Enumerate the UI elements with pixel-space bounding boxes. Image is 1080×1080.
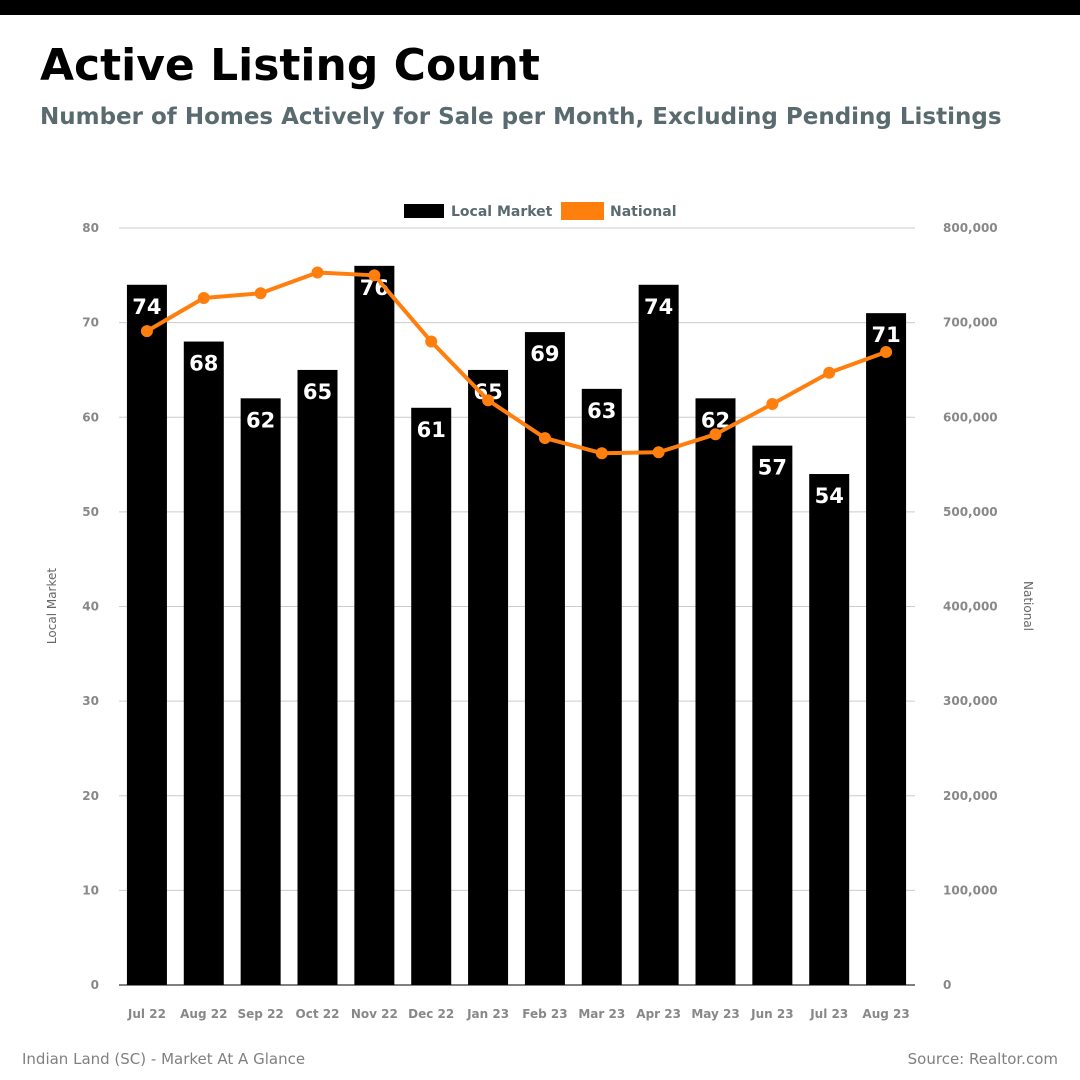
bar xyxy=(411,407,452,986)
x-tick-label: Jul 22 xyxy=(127,1007,166,1021)
page-title: Active Listing Count xyxy=(40,40,540,91)
bar xyxy=(695,398,736,985)
right-tick-label: 300,000 xyxy=(943,694,998,708)
right-tick-label: 0 xyxy=(943,978,951,992)
x-tick-label: May 23 xyxy=(691,1007,739,1021)
legend: Local Market National xyxy=(404,202,677,220)
national-point xyxy=(823,366,836,379)
left-tick-label: 20 xyxy=(82,789,99,803)
bar xyxy=(468,369,509,985)
national-point xyxy=(311,266,324,279)
bar xyxy=(866,313,907,986)
left-tick-label: 50 xyxy=(82,505,99,519)
national-point xyxy=(766,398,779,411)
x-tick-label: Sep 22 xyxy=(238,1007,284,1021)
right-tick-label: 100,000 xyxy=(943,883,998,897)
x-tick-label: Feb 23 xyxy=(522,1007,567,1021)
right-tick-label: 400,000 xyxy=(943,600,998,614)
bar-series-local-market xyxy=(126,265,907,986)
bar-value-label: 74 xyxy=(644,295,673,319)
right-tick-label: 200,000 xyxy=(943,789,998,803)
national-point xyxy=(538,432,551,445)
bar-value-label: 63 xyxy=(587,399,616,423)
bar xyxy=(581,388,622,985)
left-tick-label: 0 xyxy=(91,978,99,992)
national-point xyxy=(482,394,495,407)
left-tick-label: 70 xyxy=(82,316,99,330)
left-axis-ticks: 0 10 20 30 40 50 60 70 80 xyxy=(82,221,99,992)
x-axis-ticks: Jul 22 Aug 22 Sep 22 Oct 22 Nov 22 Dec 22 Jan … xyxy=(127,1007,910,1021)
bar-value-label: 61 xyxy=(417,418,446,442)
bar xyxy=(126,284,167,985)
left-tick-label: 30 xyxy=(82,694,99,708)
bar-value-label: 57 xyxy=(758,456,787,480)
bar xyxy=(638,284,679,985)
right-tick-label: 500,000 xyxy=(943,505,998,519)
national-point xyxy=(254,287,267,300)
x-tick-label: Nov 22 xyxy=(351,1007,398,1021)
bar xyxy=(354,265,395,986)
legend-swatch-local-market xyxy=(404,204,444,218)
national-point xyxy=(595,447,608,460)
left-axis-title: Local Market xyxy=(45,568,59,644)
bar-value-label: 54 xyxy=(815,484,844,508)
left-tick-label: 80 xyxy=(82,221,99,235)
x-tick-label: Jun 23 xyxy=(750,1007,793,1021)
x-tick-label: Aug 23 xyxy=(862,1007,909,1021)
legend-swatch-national xyxy=(561,202,604,220)
left-tick-label: 40 xyxy=(82,600,99,614)
national-point xyxy=(652,446,665,459)
line-series-national xyxy=(140,266,893,460)
national-point xyxy=(368,269,381,282)
top-bar xyxy=(0,0,1080,15)
x-tick-label: Apr 23 xyxy=(636,1007,681,1021)
x-tick-label: Oct 22 xyxy=(296,1007,340,1021)
national-point xyxy=(425,335,438,348)
bar xyxy=(752,445,793,985)
x-tick-label: Dec 22 xyxy=(408,1007,454,1021)
bar xyxy=(297,369,338,985)
bar-value-label: 71 xyxy=(871,323,900,347)
bar xyxy=(240,398,281,985)
bar-value-label: 74 xyxy=(132,295,161,319)
bar-value-label: 69 xyxy=(530,342,559,366)
gridlines xyxy=(119,227,915,986)
page-subtitle: Number of Homes Actively for Sale per Mo… xyxy=(40,104,1002,130)
x-tick-label: Aug 22 xyxy=(180,1007,227,1021)
right-axis-ticks: 0 100,000 200,000 300,000 400,000 500,000 600,… xyxy=(943,221,998,992)
national-point xyxy=(140,325,153,338)
right-tick-label: 800,000 xyxy=(943,221,998,235)
right-tick-label: 600,000 xyxy=(943,410,998,424)
bar-value-label: 62 xyxy=(246,408,275,432)
x-tick-label: Jul 23 xyxy=(809,1007,848,1021)
national-line xyxy=(144,270,889,456)
footer-market-label: Indian Land (SC) - Market At A Glance xyxy=(22,1050,306,1068)
footer-source: Source: Realtor.com xyxy=(907,1050,1058,1068)
right-tick-label: 700,000 xyxy=(943,316,998,330)
bar-value-label: 68 xyxy=(189,352,218,376)
national-point xyxy=(197,292,210,305)
x-tick-label: Mar 23 xyxy=(578,1007,625,1021)
right-axis-title: National xyxy=(1021,581,1035,631)
left-tick-label: 10 xyxy=(82,883,99,897)
legend-label-local-market: Local Market xyxy=(451,204,553,220)
national-point xyxy=(880,345,893,358)
bar xyxy=(183,341,224,985)
bar xyxy=(809,474,850,985)
left-tick-label: 60 xyxy=(82,410,99,424)
national-point xyxy=(709,428,722,441)
x-tick-label: Jan 23 xyxy=(466,1007,509,1021)
bar-value-label: 65 xyxy=(303,380,332,404)
legend-label-national: National xyxy=(610,204,677,220)
